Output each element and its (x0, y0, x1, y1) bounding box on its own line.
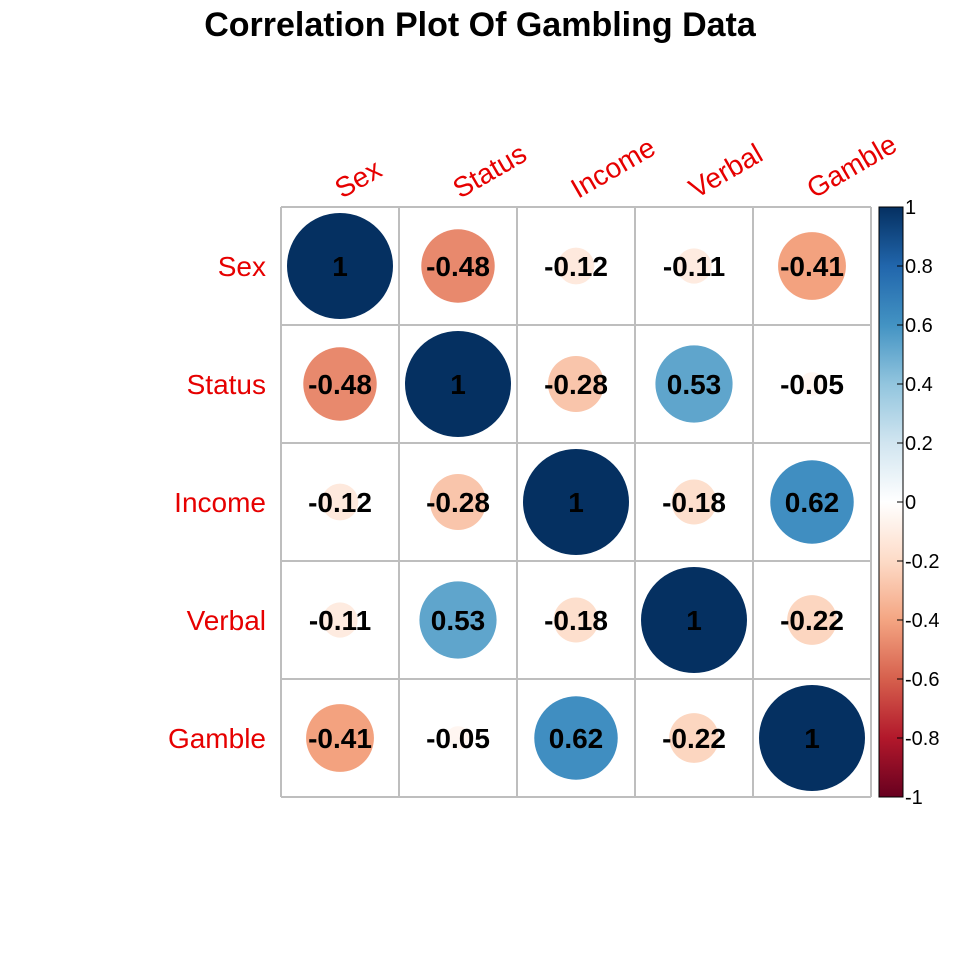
row-label-status: Status (187, 369, 266, 400)
corr-value-gamble-sex: -0.41 (308, 723, 372, 754)
legend-tick-label: -0.4 (905, 610, 939, 632)
corr-circle-income-gamble (770, 460, 854, 544)
corr-value-gamble-gamble: 1 (804, 723, 820, 754)
corr-value-sex-status: -0.48 (426, 251, 490, 282)
corr-value-gamble-status: -0.05 (426, 723, 490, 754)
row-labels: Sex Status Income Verbal Gamble (168, 251, 266, 754)
legend-tick-label: -0.8 (905, 728, 939, 750)
corr-circle-income-status (429, 473, 487, 531)
corr-value-sex-gamble: -0.41 (780, 251, 844, 282)
corr-circle-gamble-gamble (759, 685, 865, 791)
corr-value-status-sex: -0.48 (308, 369, 372, 400)
corr-value-verbal-verbal: 1 (686, 605, 702, 636)
corr-circle-gamble-sex (306, 704, 374, 772)
row-label-verbal: Verbal (187, 605, 266, 636)
corr-circle-sex-gamble (778, 232, 846, 300)
column-label-verbal: Verbal (684, 138, 768, 205)
corr-value-gamble-income: 0.62 (549, 723, 604, 754)
legend-tick-label: -0.6 (905, 669, 939, 691)
legend-tick-label: 0 (905, 492, 916, 514)
column-label-status: Status (448, 138, 532, 205)
corr-circle-gamble-status (446, 726, 470, 750)
legend-tick-label: 0.8 (905, 256, 933, 278)
corr-value-status-income: -0.28 (544, 369, 608, 400)
corr-value-income-income: 1 (568, 487, 584, 518)
row-label-sex: Sex (218, 251, 266, 282)
corr-circle-status-sex (303, 347, 377, 421)
corr-circle-verbal-verbal (641, 567, 747, 673)
legend-tick-label: 0.6 (905, 315, 933, 337)
corr-circle-sex-verbal (676, 248, 712, 284)
corr-value-gamble-verbal: -0.22 (662, 723, 726, 754)
corr-value-verbal-income: -0.18 (544, 605, 608, 636)
corr-value-income-status: -0.28 (426, 487, 490, 518)
column-labels: Sex Status Income Verbal Gamble (330, 128, 902, 204)
corr-value-status-verbal: 0.53 (667, 369, 722, 400)
corr-circle-verbal-income (553, 597, 599, 643)
corr-circle-status-income (547, 355, 605, 413)
corr-value-verbal-gamble: -0.22 (780, 605, 844, 636)
grid-layer (280, 206, 872, 798)
row-label-income: Income (174, 487, 266, 518)
corr-circle-sex-income (557, 247, 595, 285)
corr-value-income-sex: -0.12 (308, 487, 372, 518)
legend-tick-label: -0.2 (905, 551, 939, 573)
corr-circle-income-verbal (671, 479, 717, 525)
legend-tick-label: 0.2 (905, 433, 933, 455)
corr-circle-gamble-income (534, 696, 618, 780)
corr-circle-status-verbal (655, 345, 733, 423)
corr-circle-income-sex (321, 483, 359, 521)
chart-title: Correlation Plot Of Gambling Data (204, 6, 757, 44)
corr-circle-verbal-gamble (787, 595, 837, 645)
column-label-gamble: Gamble (802, 128, 902, 204)
corr-value-status-gamble: -0.05 (780, 369, 844, 400)
corr-circle-status-status (405, 331, 511, 437)
corr-value-income-gamble: 0.62 (785, 487, 840, 518)
corr-circle-income-income (523, 449, 629, 555)
corr-circle-sex-sex (287, 213, 393, 319)
column-label-sex: Sex (330, 153, 387, 204)
legend-tick-label: 0.4 (905, 374, 933, 396)
corr-value-income-verbal: -0.18 (662, 487, 726, 518)
corr-value-sex-verbal: -0.11 (663, 251, 725, 282)
corr-value-verbal-sex: -0.11 (309, 605, 371, 636)
legend-tick-label: -1 (905, 787, 923, 809)
column-label-income: Income (566, 131, 661, 204)
corr-circle-gamble-verbal (669, 713, 719, 763)
row-label-gamble: Gamble (168, 723, 266, 754)
corr-value-sex-sex: 1 (332, 251, 348, 282)
corr-circle-verbal-sex (322, 602, 358, 638)
corr-circle-verbal-status (419, 581, 497, 659)
corr-circle-sex-status (421, 229, 495, 303)
cells-layer: 1 -0.48 -0.12 -0.11 -0.41 -0.48 1 -0.28 0.53 -0.0… (287, 213, 865, 791)
color-legend: 1 0.8 0.6 0.4 0.2 0 -0.2 -0.4 -0.6 -0.8 -1 (878, 197, 939, 809)
legend-tick-label: 1 (905, 197, 916, 219)
corr-circle-status-gamble (800, 372, 824, 396)
corr-value-verbal-status: 0.53 (431, 605, 486, 636)
corr-value-sex-income: -0.12 (544, 251, 608, 282)
corr-value-status-status: 1 (450, 369, 466, 400)
